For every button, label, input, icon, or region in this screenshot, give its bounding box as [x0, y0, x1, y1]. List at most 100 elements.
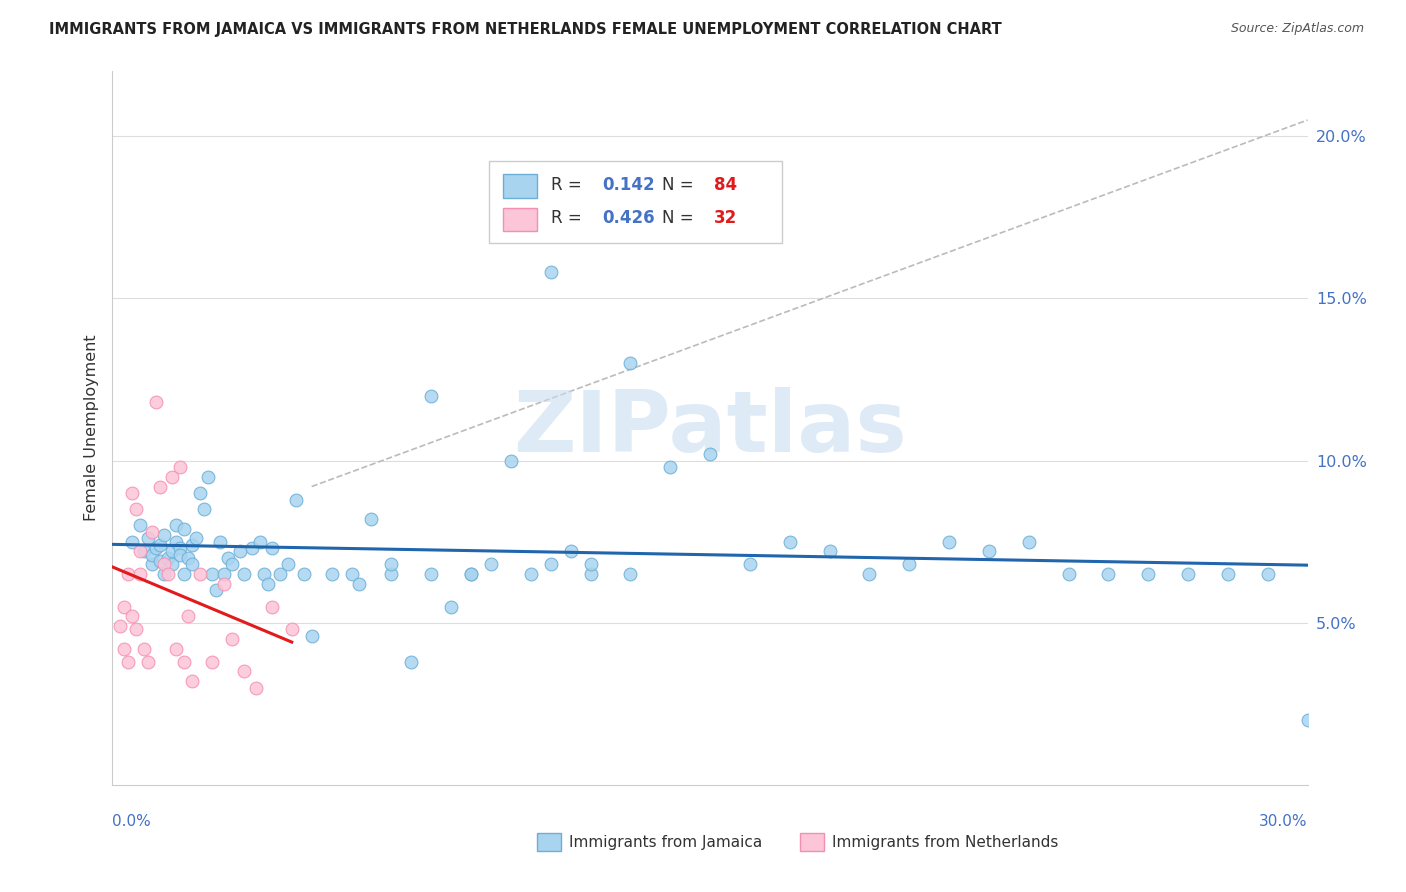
Point — [114, 599, 135, 614]
Point — [157, 567, 180, 582]
Point — [260, 599, 283, 614]
Text: IMMIGRANTS FROM JAMAICA VS IMMIGRANTS FROM NETHERLANDS FEMALE UNEMPLOYMENT CORRE: IMMIGRANTS FROM JAMAICA VS IMMIGRANTS FR… — [49, 22, 1002, 37]
Point — [212, 567, 235, 582]
Point — [301, 629, 323, 643]
Point — [779, 534, 801, 549]
Point — [121, 609, 143, 624]
Point — [114, 641, 135, 656]
Text: N =: N = — [662, 176, 699, 194]
Point — [858, 567, 880, 582]
Text: 0.142: 0.142 — [603, 176, 655, 194]
Text: 84: 84 — [714, 176, 737, 194]
Point — [1296, 713, 1319, 727]
Point — [360, 512, 382, 526]
Point — [153, 567, 176, 582]
Point — [1097, 567, 1119, 582]
Point — [188, 486, 211, 500]
Point — [380, 558, 402, 572]
Text: 0.0%: 0.0% — [112, 814, 152, 829]
Point — [738, 558, 761, 572]
Point — [260, 541, 283, 556]
Point — [169, 548, 191, 562]
Point — [145, 395, 167, 409]
Point — [233, 567, 256, 582]
Point — [134, 641, 156, 656]
Point — [121, 534, 143, 549]
Point — [340, 567, 363, 582]
Point — [181, 538, 204, 552]
Point — [117, 567, 139, 582]
Point — [121, 486, 143, 500]
Point — [181, 558, 204, 572]
Text: R =: R = — [551, 210, 588, 227]
Point — [292, 567, 315, 582]
Point — [177, 550, 200, 565]
Point — [149, 538, 172, 552]
Point — [221, 632, 243, 646]
Point — [209, 534, 232, 549]
Point — [125, 622, 148, 636]
FancyBboxPatch shape — [537, 833, 561, 851]
Point — [221, 558, 243, 572]
Point — [162, 558, 183, 572]
Point — [1177, 567, 1199, 582]
Point — [134, 544, 156, 558]
Point — [1216, 567, 1239, 582]
Point — [188, 567, 211, 582]
Point — [217, 550, 239, 565]
Point — [169, 460, 191, 475]
Point — [579, 567, 602, 582]
Text: R =: R = — [551, 176, 588, 194]
Point — [162, 470, 183, 484]
Point — [619, 356, 641, 370]
Point — [138, 532, 160, 546]
Point — [149, 479, 172, 493]
Point — [479, 558, 502, 572]
Point — [520, 567, 543, 582]
FancyBboxPatch shape — [503, 208, 537, 231]
Point — [169, 541, 191, 556]
Point — [141, 558, 163, 572]
FancyBboxPatch shape — [800, 833, 824, 851]
Point — [141, 548, 163, 562]
Point — [281, 622, 304, 636]
Point — [129, 518, 152, 533]
Point — [560, 544, 582, 558]
Point — [540, 558, 562, 572]
Text: N =: N = — [662, 210, 699, 227]
Point — [460, 567, 482, 582]
Point — [420, 389, 443, 403]
Point — [212, 577, 235, 591]
Point — [153, 558, 176, 572]
Point — [818, 544, 841, 558]
Point — [129, 544, 152, 558]
Point — [145, 541, 167, 556]
Point — [129, 567, 152, 582]
Point — [1257, 567, 1279, 582]
Text: 32: 32 — [714, 210, 737, 227]
Point — [117, 655, 139, 669]
Point — [284, 492, 307, 507]
Point — [699, 447, 721, 461]
Point — [460, 567, 482, 582]
Point — [141, 524, 163, 539]
Point — [977, 544, 1000, 558]
FancyBboxPatch shape — [489, 161, 782, 243]
Point — [197, 470, 219, 484]
Point — [153, 528, 176, 542]
Point — [201, 567, 224, 582]
Point — [898, 558, 921, 572]
Point — [253, 567, 276, 582]
Y-axis label: Female Unemployment: Female Unemployment — [83, 334, 98, 522]
Point — [162, 544, 183, 558]
Point — [269, 567, 291, 582]
Point — [619, 567, 641, 582]
Point — [1057, 567, 1080, 582]
Point — [321, 567, 343, 582]
Point — [201, 655, 224, 669]
Text: 30.0%: 30.0% — [1260, 814, 1308, 829]
FancyBboxPatch shape — [503, 174, 537, 198]
Point — [205, 583, 228, 598]
Point — [420, 567, 443, 582]
Point — [349, 577, 371, 591]
